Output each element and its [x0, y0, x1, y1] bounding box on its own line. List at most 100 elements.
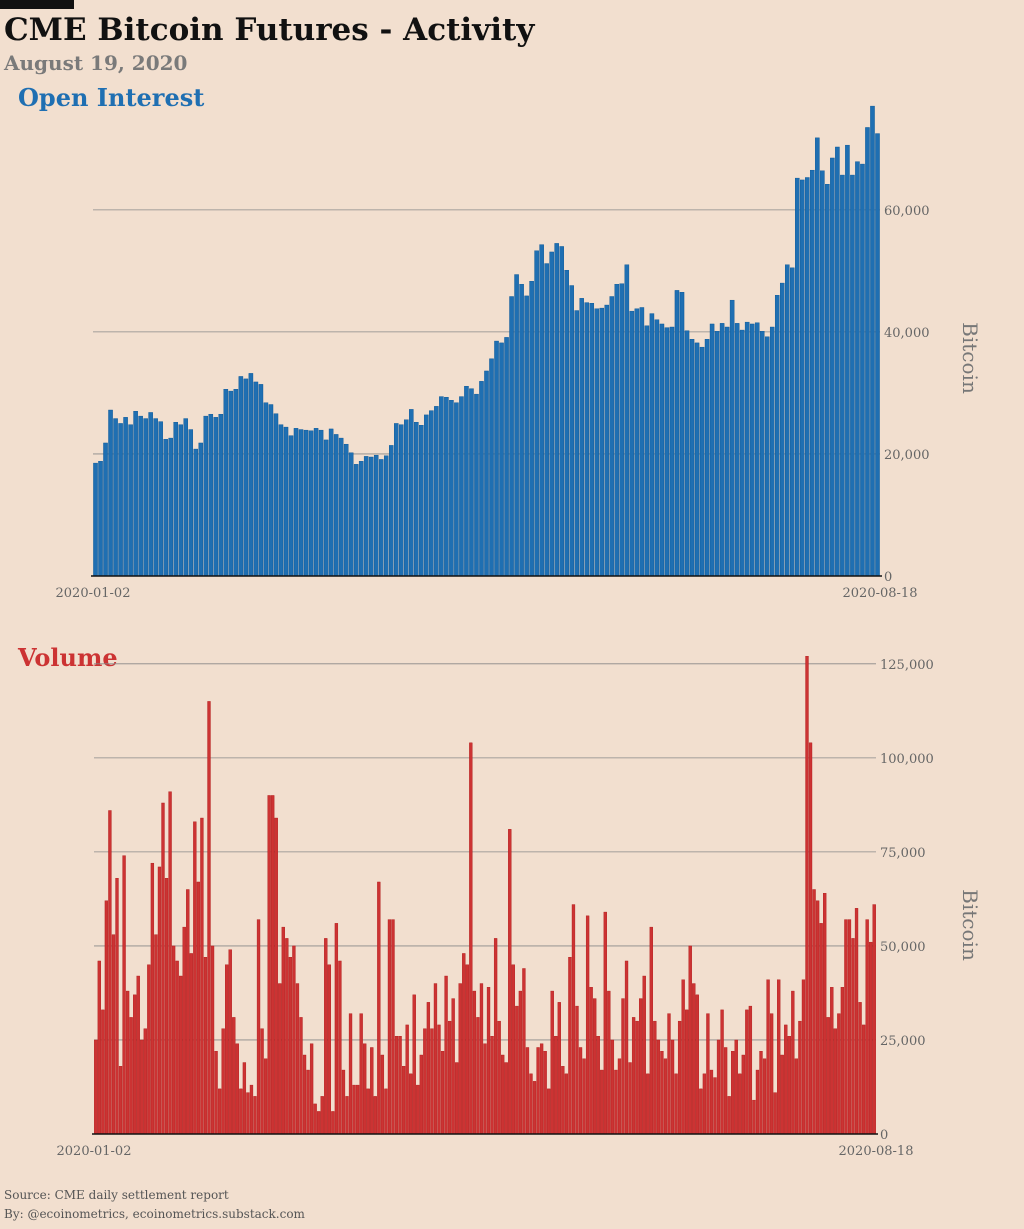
volume-bar	[366, 1088, 370, 1135]
volume-bar	[122, 855, 126, 1135]
volume-bar	[373, 1096, 377, 1135]
open-interest-bar	[739, 329, 745, 577]
volume-bar	[780, 1054, 784, 1135]
open-interest-bar	[815, 137, 820, 577]
open-interest-bar	[98, 461, 103, 577]
volume-bar	[193, 821, 197, 1135]
open-interest-bar	[333, 434, 339, 577]
open-interest-bar	[499, 342, 504, 577]
open-interest-bar	[318, 429, 324, 577]
open-interest-bar	[504, 337, 509, 577]
open-interest-y-tick-label: 40,000	[884, 326, 930, 341]
open-interest-bar	[108, 409, 113, 577]
open-interest-bar	[779, 282, 785, 577]
volume-bar	[140, 1039, 144, 1135]
volume-bar	[759, 1051, 763, 1135]
open-interest-bar	[198, 442, 204, 577]
volume-bar	[798, 1020, 802, 1135]
volume-bar	[175, 960, 179, 1135]
volume-bar	[228, 949, 232, 1135]
open-interest-bar	[709, 323, 715, 577]
open-interest-bar	[434, 406, 439, 577]
open-interest-bar	[860, 163, 865, 577]
volume-bar	[391, 919, 395, 1135]
open-interest-bar	[454, 402, 459, 577]
open-interest-bar	[228, 390, 234, 577]
volume-bar	[221, 1028, 225, 1135]
open-interest-bar	[865, 127, 870, 577]
open-interest-bar	[489, 358, 494, 577]
volume-bar	[504, 1062, 508, 1135]
open-interest-bar	[579, 298, 584, 577]
open-interest-bar	[409, 409, 414, 577]
open-interest-bar	[143, 418, 148, 577]
volume-bar	[147, 964, 151, 1135]
volume-bar	[412, 994, 416, 1135]
open-interest-bar	[669, 326, 675, 577]
volume-bar	[249, 1084, 254, 1135]
open-interest-bar	[419, 425, 424, 577]
volume-bar	[125, 990, 130, 1135]
open-interest-y-tick-label: 60,000	[884, 204, 930, 219]
open-interest-bar	[649, 313, 655, 577]
open-interest-bar	[674, 290, 680, 577]
open-interest-bar	[664, 327, 670, 577]
open-interest-bar	[820, 170, 825, 577]
volume-bar	[115, 878, 119, 1135]
open-interest-bar	[594, 308, 600, 577]
volume-bar	[571, 904, 576, 1135]
volume-bar	[769, 1013, 774, 1135]
volume-bar	[462, 953, 466, 1135]
volume-bar	[784, 1024, 788, 1135]
volume-bar	[777, 979, 781, 1135]
volume-bar	[642, 975, 646, 1135]
volume-bar	[423, 1028, 427, 1135]
volume-chart: Volume 0 25,000 50,000 75,000 100,000 125,000 2…	[17, 643, 982, 1159]
open-interest-bar	[233, 389, 239, 577]
volume-bar	[493, 938, 498, 1135]
volume-bar	[281, 926, 285, 1135]
open-interest-bar	[253, 381, 259, 577]
volume-bar	[150, 862, 155, 1135]
page-title: CME Bitcoin Futures - Activity	[4, 12, 535, 48]
volume-bar	[617, 1058, 622, 1135]
open-interest-bar	[694, 342, 700, 577]
open-interest-bar	[825, 184, 830, 577]
volume-bar	[225, 964, 229, 1135]
open-interest-bar	[208, 414, 214, 577]
volume-bar	[550, 990, 554, 1135]
volume-panel-title: Volume	[17, 643, 118, 672]
volume-bar	[755, 1069, 760, 1135]
volume-bar	[263, 1058, 268, 1135]
open-interest-bar	[840, 174, 845, 577]
volume-bar	[681, 979, 685, 1135]
open-interest-bar	[389, 445, 394, 577]
volume-bar	[440, 1051, 445, 1135]
open-interest-bar	[353, 464, 359, 577]
open-interest-bar	[654, 319, 660, 577]
open-interest-bar	[193, 448, 199, 577]
open-interest-bar	[514, 274, 519, 577]
open-interest-bar	[875, 133, 880, 577]
volume-bar	[582, 1058, 586, 1135]
open-interest-bar	[795, 177, 800, 577]
volume-bar	[861, 1024, 866, 1135]
volume-bar	[561, 1066, 565, 1135]
volume-bar	[635, 1020, 639, 1135]
volume-bar	[497, 1020, 501, 1135]
open-interest-bar	[373, 454, 379, 577]
volume-y-axis-label: Bitcoin	[958, 889, 982, 961]
volume-bar	[589, 987, 593, 1135]
volume-bar	[773, 1092, 777, 1135]
volume-bar	[713, 1077, 717, 1135]
volume-bar	[200, 817, 204, 1135]
volume-bar	[285, 938, 289, 1135]
volume-bar	[621, 998, 625, 1135]
volume-bar	[578, 1047, 583, 1135]
open-interest-bar	[559, 246, 564, 577]
volume-bar	[469, 742, 473, 1135]
open-interest-bar	[223, 389, 229, 577]
open-interest-bar	[744, 321, 750, 577]
volume-bar	[338, 960, 342, 1135]
volume-bar	[677, 1020, 682, 1135]
